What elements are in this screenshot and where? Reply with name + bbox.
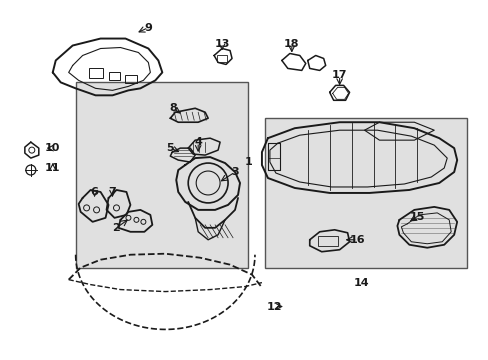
- Bar: [88, 68, 102, 78]
- Text: 14: 14: [353, 278, 368, 288]
- Text: 8: 8: [169, 103, 177, 113]
- Text: 3: 3: [231, 167, 238, 177]
- Text: 17: 17: [331, 71, 346, 80]
- Text: 16: 16: [349, 235, 365, 245]
- Bar: [108, 72, 120, 80]
- Text: 18: 18: [284, 39, 299, 49]
- Bar: [125, 75, 137, 84]
- Text: 13: 13: [214, 39, 229, 49]
- Text: 10: 10: [45, 143, 61, 153]
- Text: 7: 7: [108, 187, 116, 197]
- Bar: [76, 82, 247, 268]
- Text: 4: 4: [194, 137, 202, 147]
- Bar: [264, 118, 466, 268]
- Text: 15: 15: [409, 212, 424, 222]
- Text: 2: 2: [112, 223, 120, 233]
- Text: 1: 1: [244, 157, 252, 167]
- Text: 5: 5: [166, 143, 174, 153]
- Text: 9: 9: [144, 23, 152, 33]
- Bar: [317, 236, 337, 246]
- Bar: [217, 55, 226, 62]
- Text: 6: 6: [90, 187, 98, 197]
- Text: 11: 11: [45, 163, 61, 173]
- Text: 12: 12: [266, 302, 282, 311]
